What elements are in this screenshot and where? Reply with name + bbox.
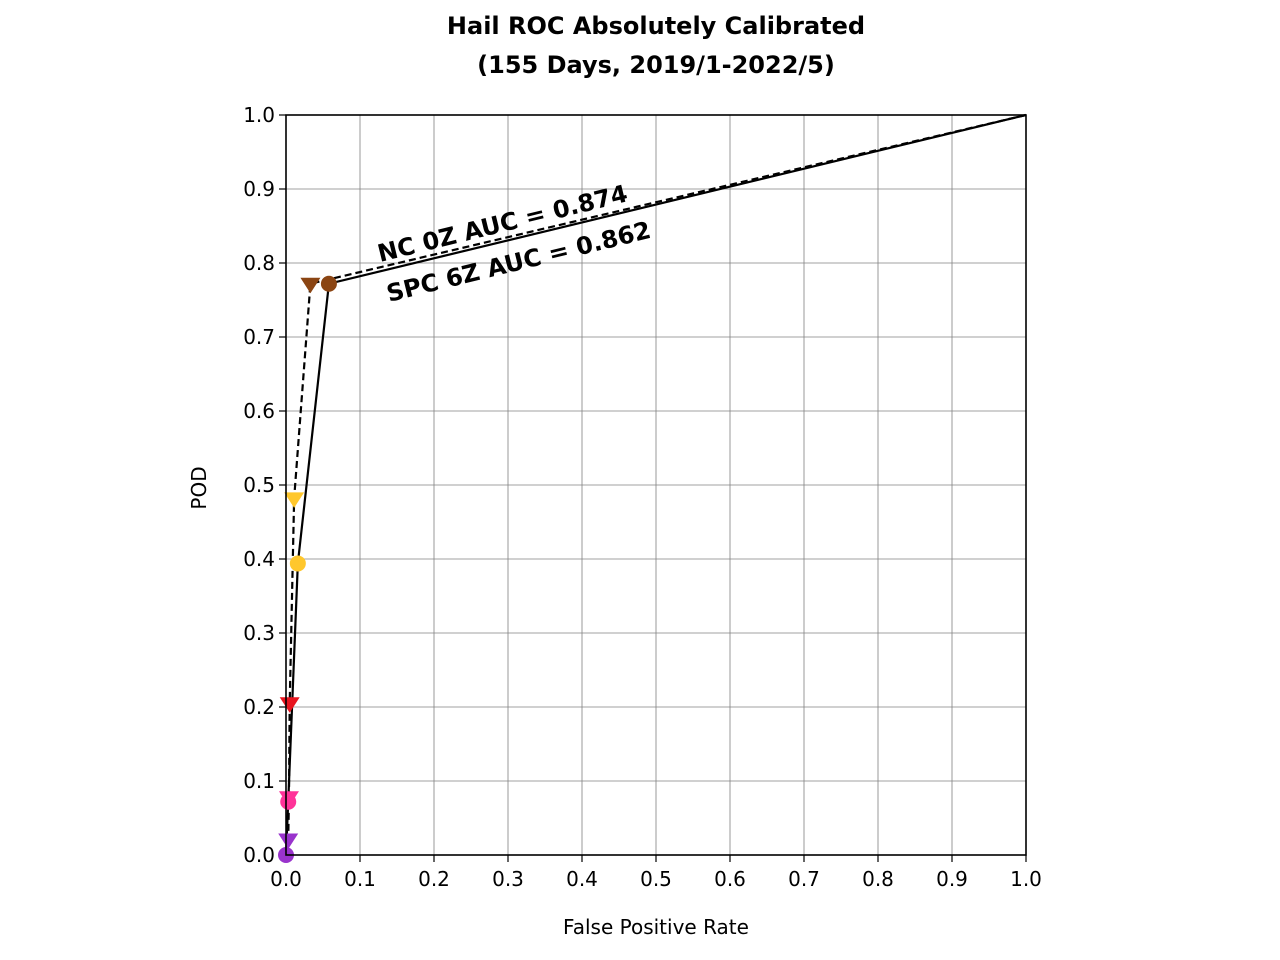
series-marker-circle [289,555,306,572]
y-tick-label: 0.4 [243,547,275,571]
x-tick-label: 0.0 [270,867,302,891]
x-tick-label: 0.3 [492,867,524,891]
y-tick-label: 1.0 [243,103,275,127]
series-marker-circle [320,275,337,292]
x-tick-label: 0.1 [344,867,376,891]
y-tick-label: 0.7 [243,325,275,349]
y-tick-label: 0.5 [243,473,275,497]
x-tick-label: 0.9 [936,867,968,891]
axis-ticks: 0.0 0.1 0.2 0.3 0.4 0.5 0.6 0.7 0.8 0.9 1.0 0.0 0.1 0… [243,103,1042,891]
x-tick-label: 0.5 [640,867,672,891]
x-tick-label: 0.8 [862,867,894,891]
y-tick-label: 0.8 [243,251,275,275]
chart-title-line2: (155 Days, 2019/1-2022/5) [477,51,835,79]
y-axis-label: POD [187,466,211,509]
x-tick-label: 0.4 [566,867,598,891]
series-marker-triangle [300,277,321,294]
x-tick-label: 0.6 [714,867,746,891]
series-marker-triangle [278,791,299,807]
grid-lines [285,114,1027,856]
x-tick-label: 1.0 [1010,867,1042,891]
chart-title-line1: Hail ROC Absolutely Calibrated [447,12,865,40]
y-tick-label: 0.1 [243,769,275,793]
series-marker-triangle [278,833,299,849]
y-tick-label: 0.2 [243,695,275,719]
y-tick-label: 0.9 [243,177,275,201]
series-marker-triangle [284,492,305,508]
y-tick-label: 0.0 [243,843,275,867]
x-axis-label: False Positive Rate [563,915,749,939]
x-tick-label: 0.7 [788,867,820,891]
series-marker-triangle [279,697,300,713]
series-markers [278,275,337,863]
plot-frame [285,114,1027,856]
x-tick-label: 0.2 [418,867,450,891]
y-tick-label: 0.3 [243,621,275,645]
y-tick-label: 0.6 [243,399,275,423]
